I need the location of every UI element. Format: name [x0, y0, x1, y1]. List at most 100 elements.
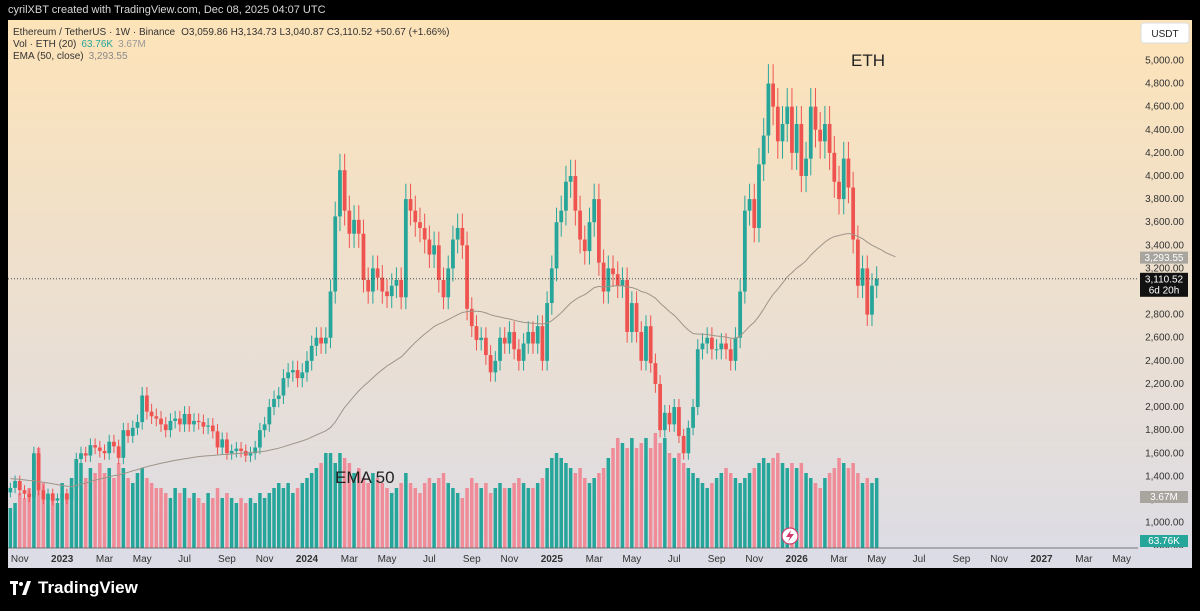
candle-body: [319, 337, 323, 344]
time-axis[interactable]: [8, 548, 1192, 568]
candle-body: [323, 337, 328, 344]
volume-bar: [474, 483, 479, 548]
candle-body: [342, 170, 347, 211]
candle-body: [107, 441, 112, 454]
volume-bar: [498, 483, 502, 548]
candle-body: [874, 278, 879, 286]
volume-bar: [394, 488, 399, 548]
volume-bar: [229, 498, 234, 548]
volume-bar: [846, 468, 851, 548]
time-tick-label: 2026: [786, 554, 809, 565]
volume-bar: [780, 463, 785, 548]
volume-bar: [592, 478, 596, 548]
candle-body: [314, 337, 319, 346]
price-tick-label: 4,200.00: [1145, 148, 1184, 159]
volume-bar: [248, 498, 253, 548]
candle-body: [196, 420, 201, 423]
volume-bar: [135, 473, 140, 548]
candle-body: [22, 490, 27, 494]
chart-panel[interactable]: Ethereum / TetherUS · 1W · Binance O3,059…: [8, 20, 1192, 568]
volume-bar: [625, 448, 629, 548]
candle-body: [333, 216, 338, 292]
candle-body: [432, 245, 436, 255]
volume-bar: [733, 478, 738, 548]
candle-body: [50, 493, 55, 501]
volume-bar: [653, 433, 658, 548]
volume-bar: [790, 463, 794, 548]
volume-bar: [728, 473, 733, 548]
volume-bar: [159, 488, 163, 548]
candle-body: [413, 210, 418, 223]
candle-body: [512, 331, 517, 350]
time-tick-label: 2024: [296, 554, 319, 565]
time-tick-label: 2023: [51, 554, 74, 565]
time-tick-label: Sep: [708, 554, 726, 565]
volume-bar: [432, 483, 436, 548]
price-tick-label: 2,200.00: [1145, 379, 1184, 390]
volume-bar: [856, 473, 860, 548]
volume-bar: [705, 488, 709, 548]
candle-body: [832, 152, 837, 182]
time-tick-label: Nov: [501, 554, 519, 565]
time-tick-label: Nov: [745, 554, 763, 565]
volume-bar: [361, 478, 366, 548]
volume-bar: [564, 463, 568, 548]
volume-bar: [309, 473, 314, 548]
candle-body: [74, 459, 79, 488]
candle-body: [295, 370, 300, 379]
candle-body: [653, 363, 658, 384]
volume-bar: [771, 458, 775, 548]
volume-bar: [140, 468, 144, 548]
candle-body: [757, 164, 761, 228]
price-axis[interactable]: 800.001,000.001,200.001,400.001,600.001,…: [1145, 32, 1184, 551]
candle-body: [742, 210, 747, 292]
volume-bar: [597, 473, 601, 548]
last-price-badge: [1140, 272, 1188, 297]
candle-body: [865, 268, 870, 315]
volume-bar: [700, 483, 705, 548]
candle-body: [163, 424, 168, 431]
candle-body: [446, 268, 451, 298]
candle-body: [460, 227, 465, 246]
candle-body: [338, 170, 342, 217]
candle-body: [309, 345, 314, 361]
volume-bar: [182, 488, 187, 548]
candle-body: [408, 199, 413, 211]
ema-value-label: 3,293.55: [1145, 253, 1184, 264]
candle-body: [620, 279, 625, 286]
candle-body: [116, 446, 121, 458]
volume-bar: [83, 478, 88, 548]
candle-body: [441, 279, 446, 298]
volume-bar: [408, 483, 413, 548]
candle-body: [733, 337, 738, 361]
candle-body: [371, 268, 375, 292]
candle-body: [234, 448, 239, 451]
volume-bar: [620, 443, 625, 548]
volume-bar: [22, 498, 27, 548]
volume-bar: [258, 493, 262, 548]
volume-bar: [121, 468, 126, 548]
currency-button[interactable]: [1140, 22, 1190, 44]
volume-bar: [451, 488, 455, 548]
time-tick-label: Jul: [668, 554, 681, 565]
volume-bar: [550, 458, 554, 548]
time-tick-label: 2027: [1030, 554, 1053, 565]
bar-countdown-label: 6d 20h: [1149, 285, 1180, 296]
volume-bar: [276, 483, 281, 548]
volume-bar: [517, 478, 521, 548]
price-tick-label: 2,400.00: [1145, 356, 1184, 367]
candle-body: [813, 106, 818, 130]
price-chart[interactable]: Ethereum / TetherUS · 1W · Binance O3,059…: [8, 20, 1192, 568]
tradingview-logo[interactable]: TradingView: [10, 578, 138, 598]
volume-bar: [55, 503, 60, 548]
candle-body: [286, 372, 291, 379]
price-tick-label: 3,400.00: [1145, 240, 1184, 251]
vol-label: 63.76K: [1148, 536, 1180, 547]
volume-bar: [667, 453, 672, 548]
volume-bar: [291, 493, 295, 548]
volume-bar: [13, 503, 17, 548]
candle-body: [564, 181, 568, 211]
candle-body: [484, 337, 488, 356]
volume-bar: [874, 478, 879, 548]
candle-body: [549, 268, 554, 304]
